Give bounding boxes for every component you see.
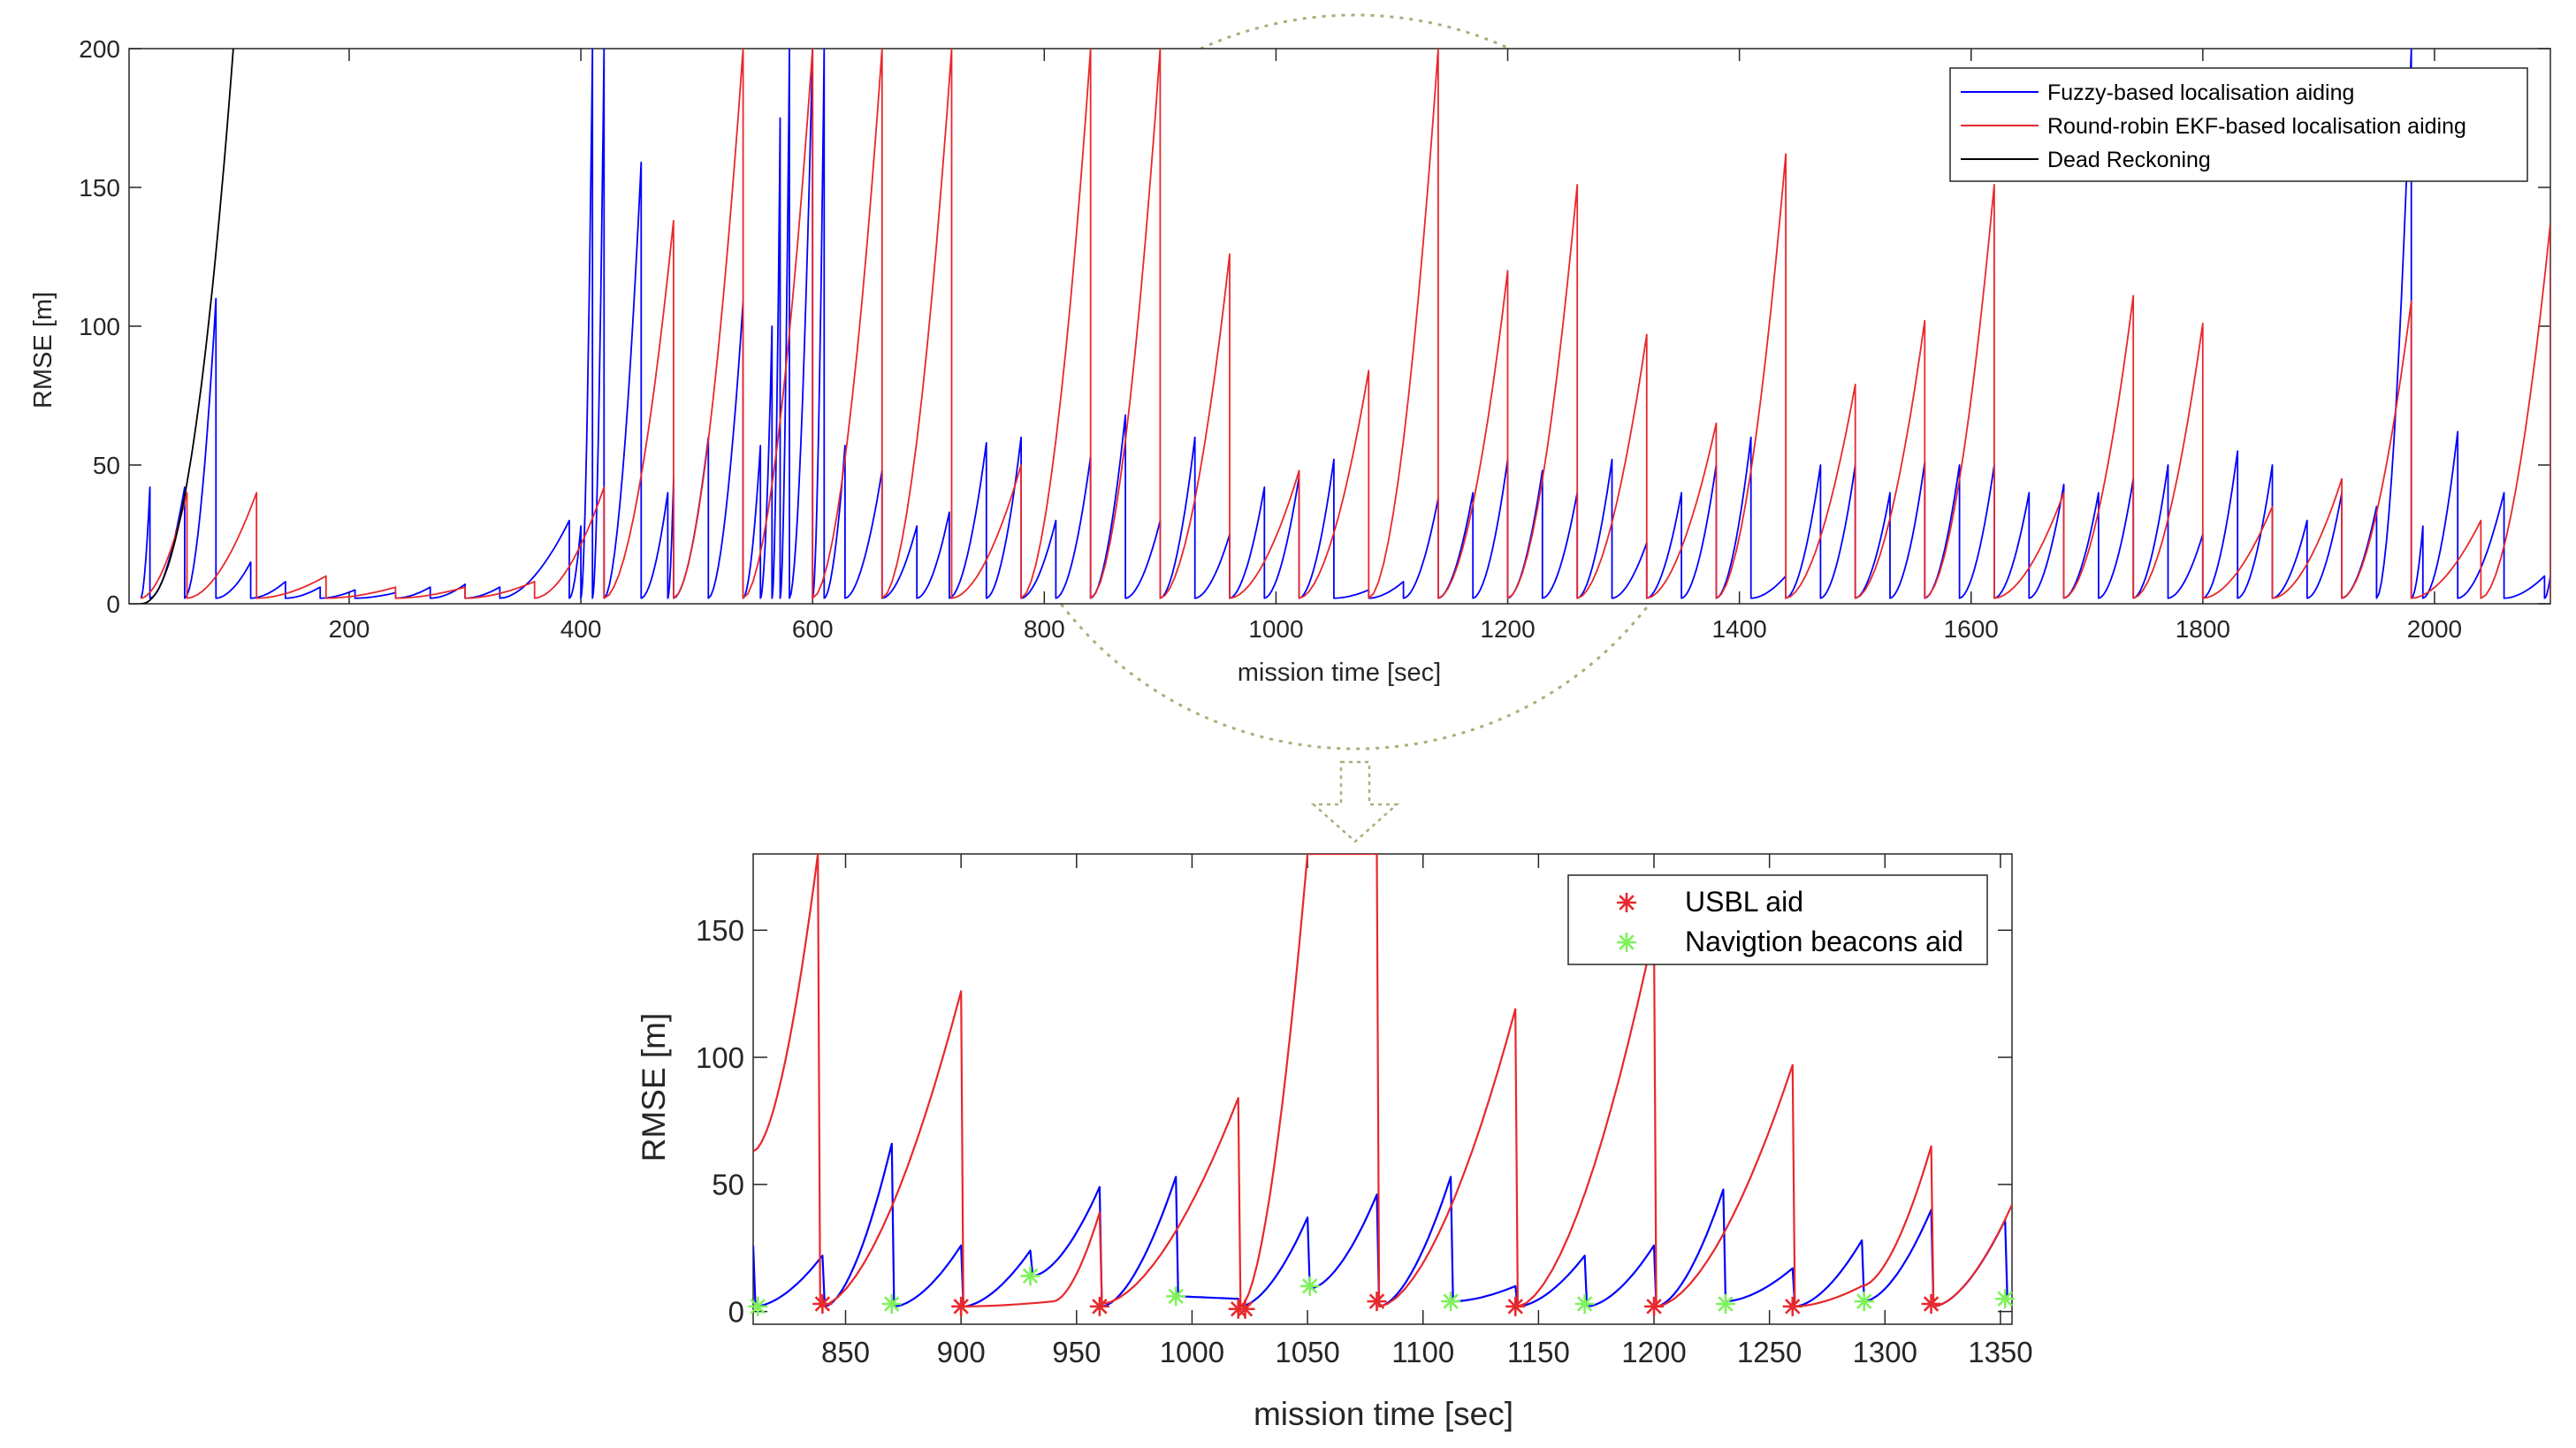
top-xtick-label: 400 <box>560 615 602 643</box>
usbl-aid-marker <box>1644 1296 1665 1316</box>
top-ytick-label: 150 <box>79 174 120 202</box>
bottom-xtick-label: 1200 <box>1621 1336 1686 1368</box>
bottom-legend: USBL aid Navigtion beacons aid <box>1567 874 1988 965</box>
legend-label-beacons: Navigtion beacons aid <box>1685 926 1963 957</box>
beacon-aid-marker <box>748 1296 768 1316</box>
top-series <box>140 49 2550 604</box>
top-xtick-label: 1600 <box>1944 615 1999 643</box>
beacon-aid-marker <box>1166 1286 1186 1307</box>
usbl-aid-marker <box>1782 1296 1802 1316</box>
usbl-aid-marker <box>1089 1296 1109 1316</box>
usbl-aid-marker <box>1921 1293 1941 1314</box>
top-xtick-label: 800 <box>1024 615 1065 643</box>
bottom-line-ekf <box>753 854 2012 1307</box>
top-chart: 200 400 600 800 1000 1200 1400 1600 1800 2000 0 50 1… <box>29 35 2551 687</box>
bottom-y-axis-label: RMSE [m] <box>636 1013 672 1162</box>
top-xtick-label: 2000 <box>2407 615 2462 643</box>
bottom-chart: 850 900 950 1000 1050 1100 1150 1200 1250 1300 135… <box>636 853 2033 1432</box>
legend-usbl-star <box>1617 893 1636 912</box>
bottom-xtick-label: 1150 <box>1507 1336 1570 1368</box>
bottom-xtick-label: 850 <box>821 1336 870 1368</box>
beacon-aid-marker <box>1716 1293 1736 1314</box>
usbl-aid-marker <box>1235 1299 1255 1319</box>
usbl-aid-marker <box>951 1296 972 1316</box>
bottom-xtick-label: 1300 <box>1853 1336 1917 1368</box>
top-x-axis-label: mission time [sec] <box>1238 659 1441 687</box>
top-ytick-label: 0 <box>106 591 120 618</box>
bottom-legend-box <box>1567 874 1988 965</box>
beacon-aid-marker <box>881 1293 902 1314</box>
top-xtick-label: 600 <box>792 615 834 643</box>
bottom-ticks <box>753 854 2012 1324</box>
usbl-aid-marker <box>1505 1296 1526 1316</box>
bottom-ytick-label: 0 <box>728 1296 744 1329</box>
usbl-aid-marker <box>1367 1292 1387 1312</box>
beacon-aid-marker <box>1854 1292 1874 1312</box>
bottom-ytick-label: 100 <box>696 1041 744 1074</box>
usbl-star-icon <box>1617 893 1636 912</box>
top-tick-labels: 200 400 600 800 1000 1200 1400 1600 1800 2000 0 50 1… <box>79 35 2462 643</box>
beacon-aid-marker <box>1441 1292 1461 1312</box>
bottom-xtick-label: 1250 <box>1737 1336 1802 1368</box>
top-ytick-label: 200 <box>79 35 120 63</box>
usbl-aid-marker <box>812 1293 833 1314</box>
zoom-arrow-icon <box>1310 760 1400 843</box>
top-line-fuzzy <box>140 49 2550 599</box>
top-line-ekf <box>140 49 2550 599</box>
top-xtick-label: 1000 <box>1248 615 1303 643</box>
beacon-aid-marker <box>1574 1293 1595 1314</box>
bottom-xtick-label: 950 <box>1052 1336 1101 1368</box>
top-line-dead-reckoning <box>141 49 234 604</box>
bottom-x-axis-label: mission time [sec] <box>1254 1396 1513 1432</box>
bottom-aid-markers <box>748 1266 2016 1319</box>
top-legend: Fuzzy-based localisation aiding Round-ro… <box>1949 67 2528 182</box>
top-xtick-label: 1200 <box>1480 615 1535 643</box>
top-xtick-label: 1400 <box>1711 615 1766 643</box>
bottom-tick-labels: 850 900 950 1000 1050 1100 1150 1200 1250 1300 135… <box>696 914 2033 1368</box>
beacon-aid-marker <box>1995 1289 2016 1309</box>
bottom-ytick-label: 50 <box>712 1169 744 1201</box>
bottom-series <box>753 854 2012 1307</box>
beacon-aid-marker <box>1020 1266 1040 1286</box>
top-ytick-label: 50 <box>93 452 120 479</box>
legend-label-dead-reckoning: Dead Reckoning <box>2047 148 2211 172</box>
bottom-xtick-label: 1000 <box>1160 1336 1224 1368</box>
top-legend-box <box>1949 67 2528 182</box>
legend-label-ekf: Round-robin EKF-based localisation aidin… <box>2047 114 2466 139</box>
bottom-xtick-label: 1050 <box>1275 1336 1339 1368</box>
legend-label-usbl: USBL aid <box>1685 886 1803 918</box>
top-ytick-label: 100 <box>79 313 120 340</box>
beacon-star-icon <box>1617 933 1636 952</box>
bottom-xtick-label: 1100 <box>1391 1336 1454 1368</box>
top-xtick-label: 200 <box>329 615 370 643</box>
top-xtick-label: 1800 <box>2176 615 2230 643</box>
top-y-axis-label: RMSE [m] <box>29 292 57 408</box>
bottom-xtick-label: 1350 <box>1968 1336 2032 1368</box>
beacon-aid-marker <box>1299 1276 1320 1296</box>
bottom-ytick-label: 150 <box>696 914 744 947</box>
bottom-xtick-label: 900 <box>937 1336 986 1368</box>
legend-beacon-star <box>1617 933 1636 952</box>
legend-label-fuzzy: Fuzzy-based localisation aiding <box>2047 80 2354 105</box>
